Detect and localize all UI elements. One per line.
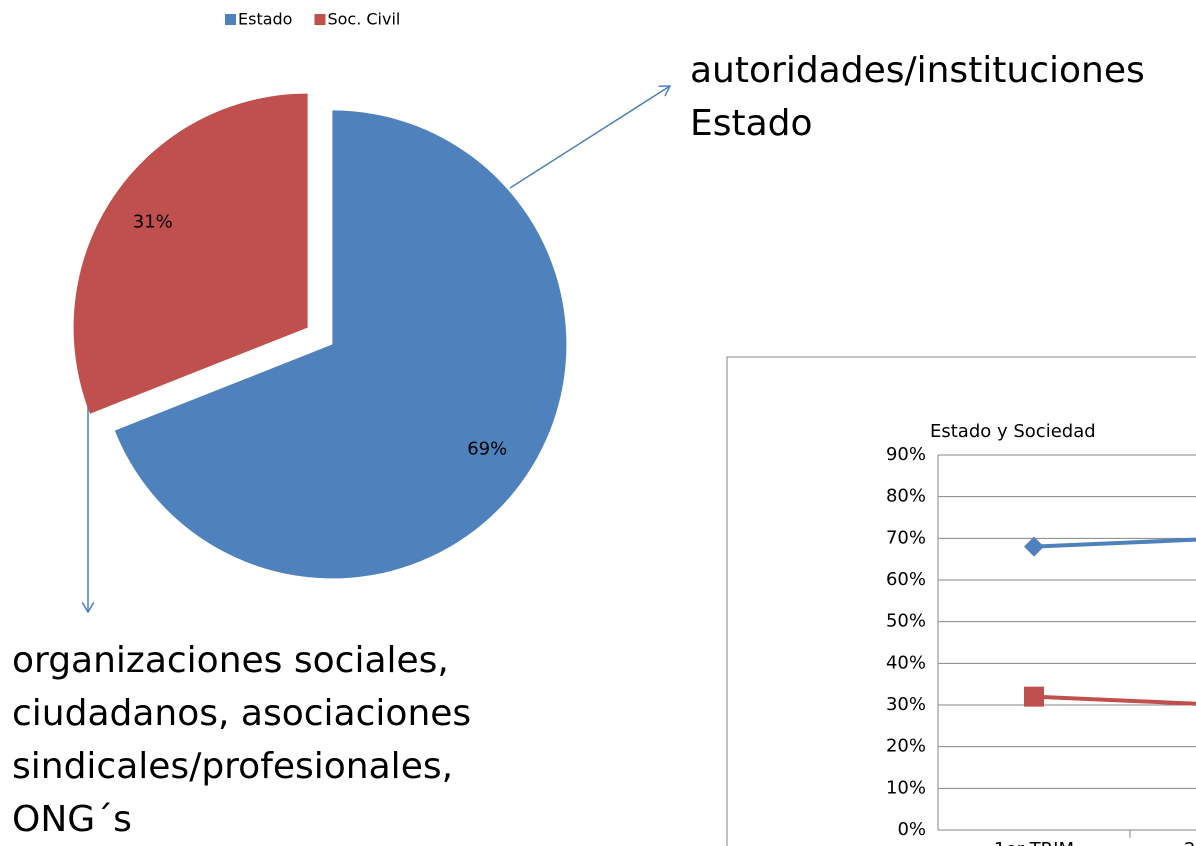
y-tick-label: 30%: [886, 694, 926, 715]
arrow: [509, 86, 670, 189]
pie-slice: [114, 110, 567, 579]
legend-swatch: [314, 14, 326, 25]
series-line: [1033, 694, 1196, 706]
legend-swatch: [225, 14, 236, 25]
y-tick-label: 70%: [886, 527, 926, 548]
chart-frame: [726, 356, 1196, 846]
annotation-text: ciudadanos, asociaciones: [12, 693, 471, 734]
y-tick-label: 0%: [897, 819, 926, 840]
data-label: 31%: [133, 211, 173, 232]
annotation-text: autoridades/instituciones: [690, 50, 1145, 91]
annotation-text: Estado: [690, 103, 813, 144]
legend-label: Estado: [238, 10, 292, 29]
series-line: [1033, 537, 1196, 549]
annotation-text: ONG´s: [12, 799, 132, 840]
y-tick-label: 40%: [886, 652, 926, 673]
marker: [1024, 686, 1044, 707]
chart-title: Estado y Sociedad: [930, 421, 1096, 442]
pie-slice: [73, 93, 308, 414]
y-tick-label: 80%: [886, 486, 926, 507]
annotation-text: organizaciones sociales,: [12, 640, 449, 681]
x-tick-label: 1er TRIM: [994, 839, 1074, 846]
annotation-text: sindicales/profesionales,: [12, 746, 453, 787]
y-tick-label: 60%: [886, 569, 926, 590]
data-label: 69%: [467, 439, 507, 460]
y-tick-label: 10%: [886, 777, 926, 798]
x-tick-label: 2do TRIM: [1184, 839, 1196, 846]
y-tick-label: 90%: [886, 444, 926, 465]
plot-area: [937, 454, 1196, 831]
y-tick-label: 20%: [886, 736, 926, 757]
y-tick-label: 50%: [886, 611, 926, 632]
legend-label: Soc. Civil: [327, 10, 400, 29]
marker: [1024, 536, 1044, 557]
